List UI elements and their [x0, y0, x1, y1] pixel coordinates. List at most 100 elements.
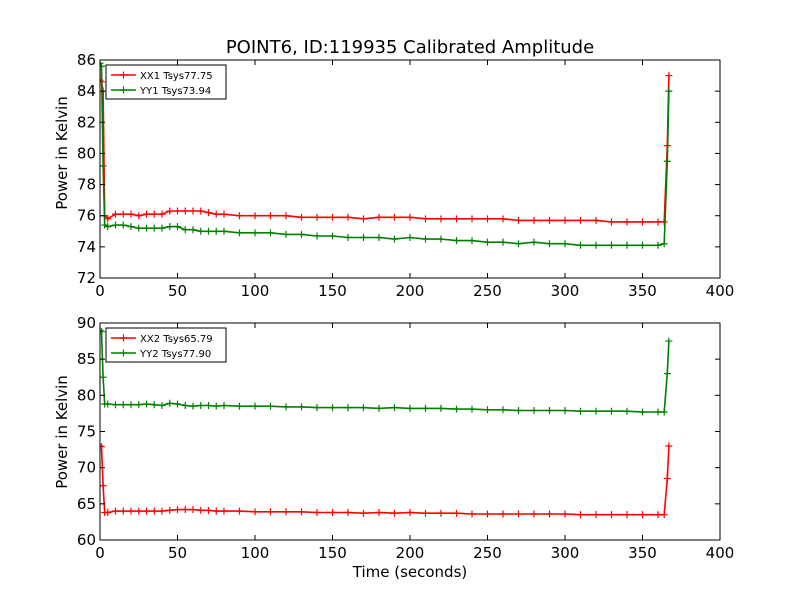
- bottom-series-2-point: [592, 407, 600, 415]
- bottom-series-2-point: [329, 404, 336, 412]
- top-series-2-point: [422, 235, 429, 243]
- top-x-tick-label: 50: [168, 282, 187, 300]
- top-series-2-point: [197, 227, 205, 235]
- top-series-1-point: [515, 216, 522, 224]
- bottom-series-2-point: [453, 405, 460, 413]
- top-series-1-point: [561, 216, 569, 224]
- top-series-1-point: [329, 213, 336, 221]
- bottom-plot: Power in Kelvin Time (seconds) 0 50 100 150…: [53, 314, 734, 581]
- bottom-series-1-point: [181, 506, 189, 514]
- top-legend-label-2: YY1 Tsys73.94: [139, 86, 211, 97]
- top-legend-box: [105, 64, 227, 100]
- top-series-1-point: [267, 212, 274, 220]
- bottom-series-1-point: [100, 482, 107, 490]
- bottom-series-2-point: [143, 400, 150, 408]
- bottom-series-1-point: [220, 507, 228, 515]
- bottom-series-2-point: [484, 406, 491, 414]
- top-legend: XX1 Tsys77.75 YY1 Tsys73.94: [105, 64, 227, 100]
- top-series-2-point: [665, 87, 673, 95]
- bottom-series-1-point: [251, 508, 259, 516]
- top-series-1-point: [181, 207, 189, 215]
- top-series-2-point: [112, 221, 119, 229]
- bottom-series-1-point: [623, 511, 631, 519]
- bottom-series-2-point: [391, 404, 398, 412]
- top-series-1-point: [197, 207, 205, 215]
- top-series-1-point: [623, 218, 631, 226]
- bottom-series-2-point: [158, 401, 166, 409]
- bottom-series-2-point: [499, 406, 507, 414]
- bottom-series-1-point: [546, 510, 553, 518]
- top-y-tick-label: 72: [77, 269, 96, 287]
- bottom-series-1-point: [375, 509, 383, 517]
- top-series-2-point: [189, 226, 197, 234]
- bottom-x-tick-label: 350: [628, 544, 657, 562]
- bottom-series-1-point: [515, 510, 522, 518]
- bottom-series-1-point: [406, 509, 414, 517]
- top-series-2-point: [150, 224, 158, 232]
- top-series-2-point: [546, 240, 553, 248]
- top-legend-marker-2: [120, 86, 127, 94]
- bottom-series-1-point: [329, 509, 336, 517]
- top-series-1-point: [251, 212, 259, 220]
- top-series-1-point: [546, 216, 553, 224]
- top-y-axis-label: Power in Kelvin: [53, 96, 71, 210]
- bottom-series-1-point: [530, 510, 538, 518]
- bottom-series-1-point: [212, 507, 220, 515]
- bottom-series-1-point: [205, 506, 212, 514]
- bottom-series-1-point: [499, 510, 507, 518]
- top-x-tick-label: 300: [551, 282, 580, 300]
- top-series-1-point: [236, 212, 243, 220]
- top-series-1-point: [135, 212, 143, 220]
- top-series-2-point: [313, 232, 321, 240]
- bottom-series-2-point: [267, 402, 274, 410]
- bottom-series-1-point: [468, 510, 476, 518]
- top-series-1-point: [608, 218, 615, 226]
- top-series-1-point: [205, 209, 212, 217]
- bottom-series-2-point: [135, 401, 143, 409]
- top-series-2-point: [592, 241, 600, 249]
- x-axis-label: Time (seconds): [352, 563, 468, 581]
- bottom-series-2: [100, 326, 673, 416]
- top-series-2-point: [453, 237, 460, 245]
- bottom-series-1-point: [119, 507, 127, 515]
- top-series-1-point: [166, 207, 174, 215]
- bottom-series-1-point: [100, 442, 104, 450]
- top-series-2-point: [391, 235, 398, 243]
- bottom-series-2-point: [654, 408, 662, 416]
- bottom-series-1-point: [197, 506, 205, 514]
- bottom-x-tick-label: 150: [318, 544, 347, 562]
- top-legend-label-1: XX1 Tsys77.75: [140, 71, 213, 82]
- top-series-1-point: [360, 215, 367, 223]
- bottom-series-2-point: [127, 401, 135, 409]
- top-series-1-point: [654, 218, 662, 226]
- top-series-2-point: [437, 235, 445, 243]
- bottom-x-tick-label: 250: [473, 544, 502, 562]
- bottom-series-2-point: [197, 401, 205, 409]
- bottom-series-1-point: [453, 509, 460, 517]
- bottom-y-axis-label: Power in Kelvin: [53, 375, 71, 489]
- top-x-tick-label: 350: [628, 282, 657, 300]
- bottom-series-2-point: [212, 402, 220, 410]
- top-series-1: [100, 72, 673, 226]
- top-series-2-point: [100, 62, 106, 70]
- bottom-x-tick-label: 200: [396, 544, 425, 562]
- top-series-2-point: [484, 238, 491, 246]
- top-x-tick-label: 400: [706, 282, 735, 300]
- top-series-1-point: [119, 210, 127, 218]
- top-series-2-point: [212, 227, 220, 235]
- top-series-2-point: [375, 234, 383, 242]
- top-y-tick-label: 78: [77, 176, 96, 194]
- top-series-2-point: [344, 234, 352, 242]
- bottom-series-1-point: [660, 511, 668, 519]
- top-series-1-point: [484, 215, 491, 223]
- bottom-series-2-point: [100, 373, 107, 381]
- bottom-series-2-point: [422, 404, 429, 412]
- bottom-series-1-point: [236, 507, 243, 515]
- top-plot: Power in Kelvin 0 50 100 150 200 250 300 350 400…: [53, 51, 734, 300]
- top-x-tick-label: 250: [473, 282, 502, 300]
- top-series-2-point: [181, 226, 189, 234]
- top-series-2-point: [100, 162, 107, 170]
- bottom-series-1-point: [592, 511, 600, 519]
- bottom-series-1-point: [174, 506, 181, 514]
